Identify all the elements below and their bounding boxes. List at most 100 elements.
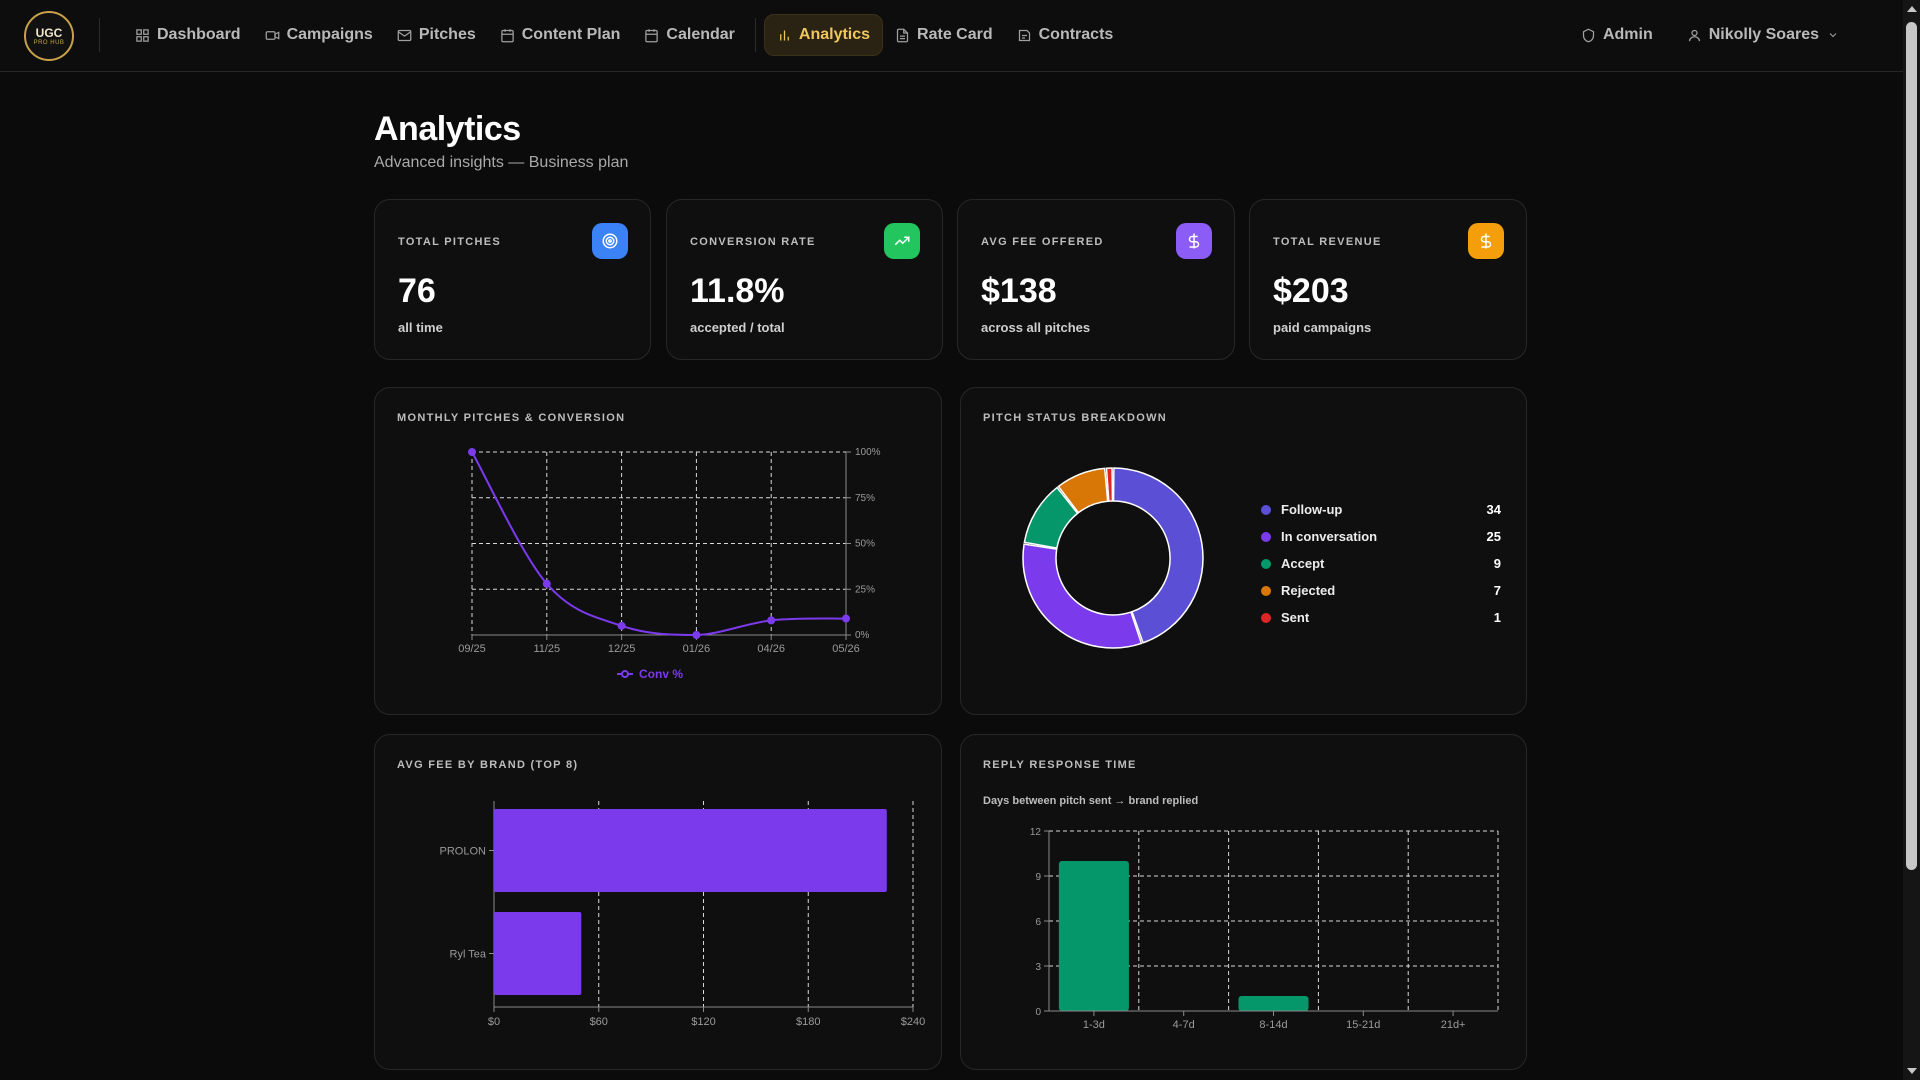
nav-calendar-label: Calendar	[666, 26, 735, 43]
page-subtitle: Advanced insights — Business plan	[374, 154, 629, 171]
response-bar	[1058, 861, 1129, 1011]
y-tick-label: 25%	[855, 584, 875, 595]
stat-label: CONVERSION RATE	[690, 236, 816, 248]
data-point	[842, 614, 850, 623]
nav-analytics[interactable]: Analytics	[763, 14, 884, 56]
nav-campaigns[interactable]: Campaigns	[253, 14, 385, 56]
stat-note: all time	[398, 320, 443, 335]
nav-rate-card-label: Rate Card	[917, 26, 993, 43]
y-tick-label: 6	[1035, 917, 1041, 928]
y-tick-label: 50%	[855, 539, 875, 550]
user-name: Nikolly Soares	[1708, 26, 1819, 43]
nav-pitches[interactable]: Pitches	[385, 14, 488, 56]
stat-label: TOTAL PITCHES	[398, 236, 502, 248]
x-tick-label: 4-7d	[1173, 1019, 1195, 1031]
legend-label: Follow-up	[1281, 502, 1343, 517]
admin-label: Admin	[1602, 26, 1653, 43]
scroll-down-arrow-icon[interactable]	[1907, 1068, 1917, 1074]
user-menu[interactable]: Nikolly Soares	[1675, 14, 1851, 56]
panel-subtitle: Days between pitch sent → brand replied	[983, 795, 1199, 807]
hbar-chart: $0 $60 $120 $180 $240 PROLON Ryl Tea	[440, 801, 925, 1028]
legend-dot	[1261, 531, 1271, 542]
donut-chart	[1022, 467, 1204, 649]
nav-calendar[interactable]: Calendar	[632, 14, 746, 56]
stat-value: 11.8%	[690, 272, 785, 310]
trending-up-icon	[884, 223, 920, 259]
legend-count: 34	[1486, 502, 1501, 517]
nav-content-plan-label: Content Plan	[521, 26, 621, 43]
panel-title: PITCH STATUS BREAKDOWN	[983, 412, 1168, 424]
dollar-icon	[1468, 223, 1504, 259]
x-tick-label: 1-3d	[1083, 1019, 1105, 1031]
donut-slice	[1023, 486, 1079, 549]
legend-count: 25	[1486, 529, 1501, 544]
legend-item: Follow-up 34	[1261, 496, 1501, 523]
nav-dashboard[interactable]: Dashboard	[123, 14, 253, 56]
vbar-chart: 12 9 6 3 0 1-3d 4-7d 8-14d 15-21d 21d+	[1030, 827, 1499, 1031]
y-tick-label: Ryl Tea	[450, 949, 487, 961]
scrollbar-thumb[interactable]	[1906, 22, 1917, 870]
shield-icon	[1582, 28, 1595, 42]
stat-note: paid campaigns	[1273, 320, 1372, 335]
nav-analytics-label: Analytics	[798, 26, 871, 43]
legend-item: Rejected 7	[1261, 577, 1501, 604]
nav-divider	[754, 18, 756, 52]
stat-value: $138	[981, 272, 1057, 310]
x-tick-label: 8-14d	[1259, 1019, 1287, 1031]
nav-contracts-label: Contracts	[1038, 26, 1114, 43]
donut-legend: Follow-up 34 In conversation 25 Accept 9 Rejec…	[1261, 496, 1501, 631]
y-tick-label: 0	[1035, 1007, 1041, 1018]
stat-value: $203	[1273, 272, 1349, 310]
stat-card-conversion-rate: CONVERSION RATE 11.8% accepted / total	[666, 199, 943, 360]
avg-fee-panel: AVG FEE BY BRAND (TOP 8) $0 $60 $120 $180 $2…	[374, 734, 942, 1070]
legend-dot	[1261, 558, 1271, 569]
panel-title: MONTHLY PITCHES & CONVERSION	[397, 412, 626, 424]
y-tick-label: PROLON	[440, 846, 487, 858]
x-tick-label: $180	[796, 1016, 820, 1028]
nav-campaigns-label: Campaigns	[286, 26, 373, 43]
stat-note: accepted / total	[690, 320, 785, 335]
stat-value: 76	[398, 272, 436, 310]
admin-link[interactable]: Admin	[1569, 14, 1665, 56]
x-tick-label: $120	[691, 1016, 715, 1028]
donut-slice	[1057, 467, 1109, 514]
legend-item: Accept 9	[1261, 550, 1501, 577]
nav-content-plan[interactable]: Content Plan	[488, 14, 633, 56]
panel-title: AVG FEE BY BRAND (TOP 8)	[397, 759, 579, 771]
legend-item: In conversation 25	[1261, 523, 1501, 550]
calendar-icon	[645, 28, 659, 42]
y-tick-label: 100%	[855, 447, 881, 458]
page-title: Analytics	[374, 110, 521, 148]
nav-contracts[interactable]: Contracts	[1005, 14, 1126, 56]
status-breakdown-panel: PITCH STATUS BREAKDOWN Follow-up 34 In con…	[960, 387, 1527, 715]
legend-dot	[1261, 612, 1271, 623]
monthly-chart-panel: MONTHLY PITCHES & CONVERSION 100% 75% 50% 2…	[374, 387, 942, 715]
scroll-up-arrow-icon[interactable]	[1907, 6, 1917, 12]
grid-icon	[136, 28, 149, 42]
nav-pitches-label: Pitches	[418, 26, 476, 43]
nav-rate-card[interactable]: Rate Card	[883, 14, 1005, 56]
legend-count: 7	[1493, 583, 1501, 598]
data-point	[767, 616, 776, 625]
donut-slice	[1022, 543, 1143, 649]
data-point	[617, 621, 626, 630]
legend-count: 1	[1493, 610, 1501, 625]
stat-label: TOTAL REVENUE	[1273, 236, 1382, 248]
page-scrollbar[interactable]	[1903, 0, 1920, 1080]
y-tick-label: 3	[1035, 962, 1041, 973]
ugc-pro-hub-logo[interactable]: UGC PRO HUB	[24, 11, 74, 61]
target-icon	[592, 223, 628, 259]
legend-label: Rejected	[1281, 583, 1336, 598]
x-tick-label: 11/25	[533, 643, 560, 655]
nav-dashboard-label: Dashboard	[157, 26, 241, 43]
stat-card-total-pitches: TOTAL PITCHES 76 all time	[374, 199, 651, 360]
legend-label: Conv %	[639, 667, 683, 681]
mail-icon	[397, 29, 412, 41]
donut-slice	[1112, 467, 1204, 644]
legend-dot	[1261, 585, 1271, 596]
logo-text: UGC	[35, 25, 63, 40]
data-point	[542, 579, 551, 588]
legend-count: 9	[1493, 556, 1501, 571]
x-tick-label: 15-21d	[1346, 1019, 1380, 1031]
stat-card-total-revenue: TOTAL REVENUE $203 paid campaigns	[1249, 199, 1527, 360]
